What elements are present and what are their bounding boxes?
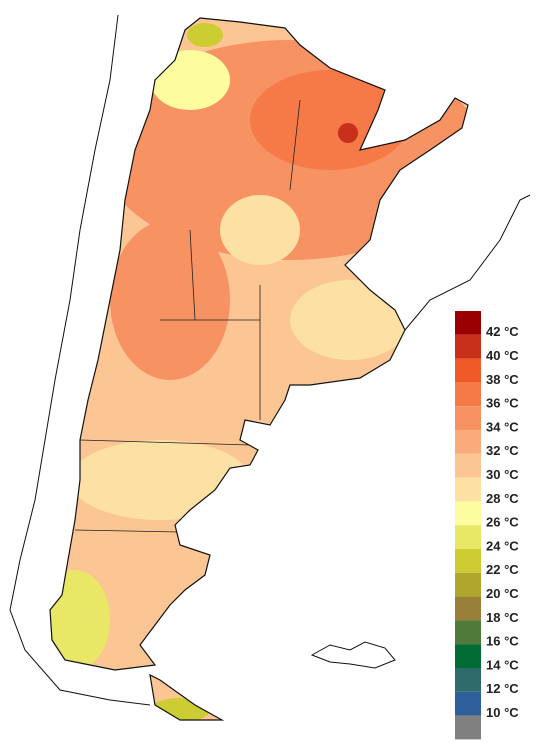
legend-swatch [455, 549, 481, 573]
field-zone [110, 220, 230, 380]
province-border [74, 99, 301, 533]
chile-coastline [9, 14, 151, 706]
field-zone [338, 123, 358, 143]
legend-swatch [455, 334, 481, 359]
field-zone [250, 70, 410, 170]
field-zone [290, 280, 410, 360]
legend-swatch [455, 406, 481, 430]
neighbor-border [404, 194, 531, 331]
legend-label: 22 °C [486, 562, 519, 577]
field-zone [187, 23, 223, 47]
legend-swatch [455, 477, 481, 502]
legend-label: 26 °C [486, 515, 519, 530]
legend-swatch [455, 311, 481, 335]
legend-label: 30 °C [486, 467, 519, 482]
legend-swatch [455, 453, 481, 478]
legend-label: 36 °C [486, 396, 519, 411]
field-zone [70, 440, 250, 520]
legend-swatch [455, 430, 481, 454]
legend-swatch [455, 525, 481, 549]
legend-swatch [455, 501, 481, 526]
legend: 42 °C 40 °C 38 °C 36 °C 34 °C 32 °C 30 °C 28 °C… [455, 311, 519, 740]
legend-label: 42 °C [486, 324, 519, 339]
legend-label: 32 °C [486, 443, 519, 458]
legend-swatch [455, 668, 481, 692]
legend-swatch [455, 715, 481, 740]
legend-swatch [455, 691, 481, 716]
field-zone [220, 195, 300, 265]
legend-label: 24 °C [486, 538, 519, 553]
legend-swatch [455, 596, 481, 621]
legend-swatch [455, 572, 481, 597]
falkland-islands [310, 641, 396, 669]
legend-label: 10 °C [486, 705, 519, 720]
legend-label: 18 °C [486, 610, 519, 625]
legend-label: 16 °C [486, 634, 519, 649]
legend-label: 40 °C [486, 348, 519, 363]
legend-swatch [455, 382, 481, 407]
legend-label: 20 °C [486, 586, 519, 601]
legend-label: 28 °C [486, 491, 519, 506]
legend-label: 38 °C [486, 372, 519, 387]
field-zone [150, 698, 210, 720]
legend-swatch [455, 644, 481, 668]
legend-swatch [455, 358, 481, 383]
legend-label: 14 °C [486, 657, 519, 672]
legend-swatch [455, 620, 481, 645]
field-zone [150, 50, 230, 110]
legend-label: 12 °C [486, 681, 519, 696]
legend-label: 34 °C [486, 419, 519, 434]
